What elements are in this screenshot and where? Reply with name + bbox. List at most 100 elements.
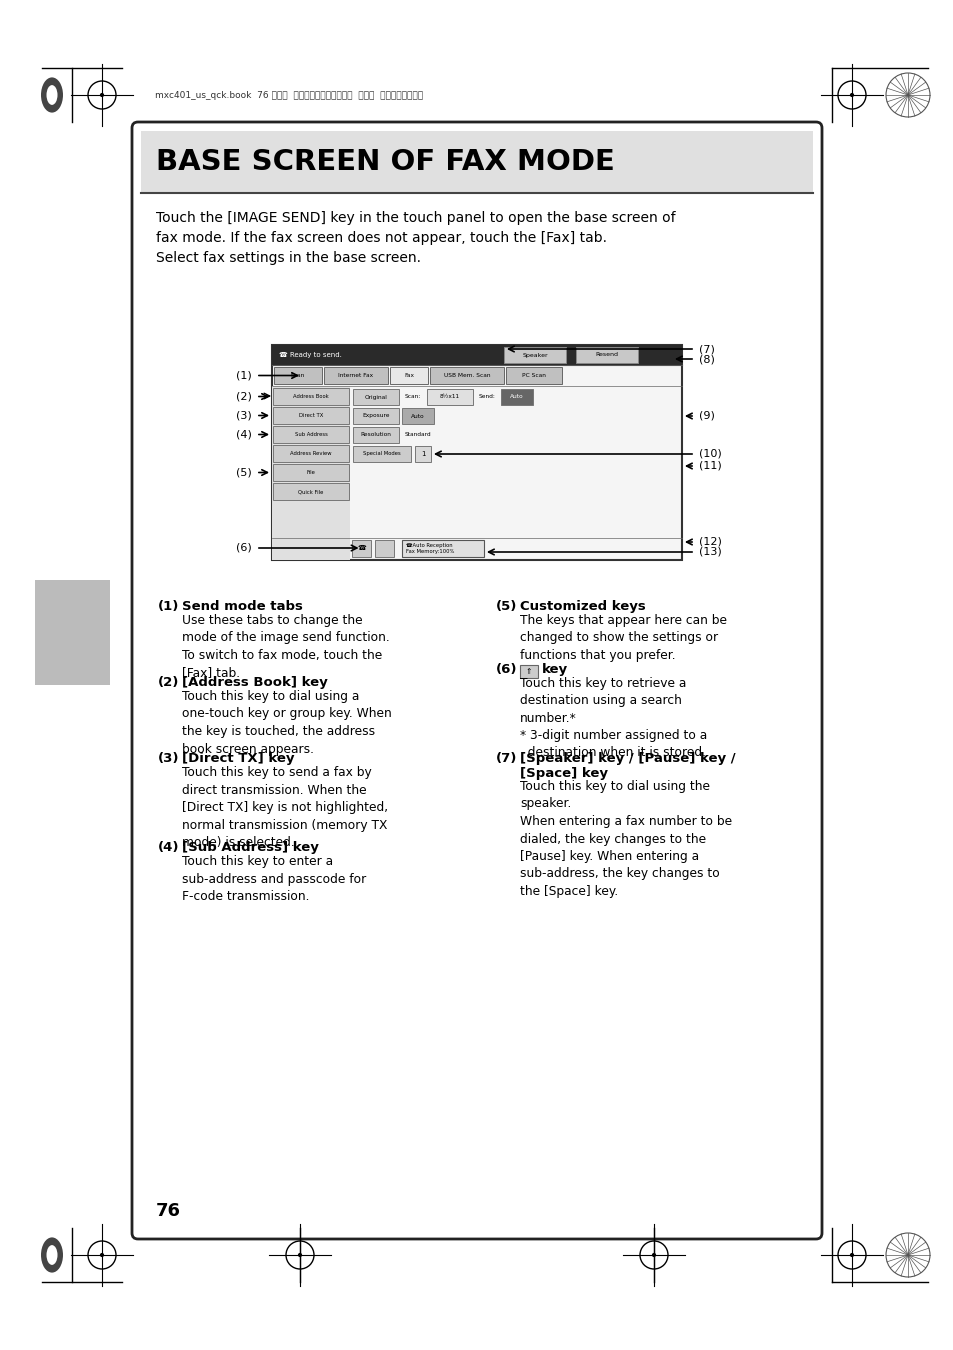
Text: Internet Fax: Internet Fax xyxy=(338,373,374,378)
Bar xyxy=(505,367,561,383)
Text: (10): (10) xyxy=(699,450,721,459)
Ellipse shape xyxy=(47,1245,57,1265)
Text: Fax Memory:100%: Fax Memory:100% xyxy=(406,549,454,555)
Text: [Direct TX] key: [Direct TX] key xyxy=(182,752,294,765)
Bar xyxy=(390,367,428,383)
Text: (6): (6) xyxy=(496,663,517,675)
Bar xyxy=(353,389,398,405)
Text: Touch this key to send a fax by
direct transmission. When the
[Direct TX] key is: Touch this key to send a fax by direct t… xyxy=(182,765,388,849)
Text: Touch this key to retrieve a
destination using a search
number.*
* 3-digit numbe: Touch this key to retrieve a destination… xyxy=(519,676,706,760)
Bar xyxy=(274,367,322,383)
Text: Direct TX: Direct TX xyxy=(298,413,323,418)
Text: Speaker: Speaker xyxy=(521,352,547,358)
Text: Fax: Fax xyxy=(403,373,414,378)
Text: (4): (4) xyxy=(236,429,252,440)
Text: Standard: Standard xyxy=(405,432,431,437)
FancyBboxPatch shape xyxy=(132,122,821,1239)
Bar xyxy=(272,346,681,560)
Bar xyxy=(35,580,110,684)
Text: [Sub Address] key: [Sub Address] key xyxy=(182,841,318,855)
Text: [Address Book] key: [Address Book] key xyxy=(182,676,328,688)
Text: (2): (2) xyxy=(236,392,252,401)
Text: (7): (7) xyxy=(496,752,517,765)
Text: Auto: Auto xyxy=(411,413,424,418)
Bar xyxy=(273,427,349,443)
Text: PC Scan: PC Scan xyxy=(521,373,545,378)
Text: Exposure: Exposure xyxy=(362,413,390,418)
Text: (9): (9) xyxy=(699,410,714,421)
Circle shape xyxy=(651,1253,656,1257)
Bar xyxy=(272,346,681,365)
Ellipse shape xyxy=(47,85,57,105)
Text: (8): (8) xyxy=(699,354,714,364)
Text: Touch this key to enter a
sub-address and passcode for
F-code transmission.: Touch this key to enter a sub-address an… xyxy=(182,856,366,903)
Text: (7): (7) xyxy=(699,344,714,354)
Text: Sub Address: Sub Address xyxy=(294,432,327,437)
Bar xyxy=(401,540,483,558)
Text: Resolution: Resolution xyxy=(360,432,391,437)
Text: (12): (12) xyxy=(699,537,721,547)
Bar xyxy=(273,387,349,405)
Bar xyxy=(273,483,349,499)
Text: (13): (13) xyxy=(699,547,721,558)
Bar xyxy=(401,408,434,424)
Bar xyxy=(576,347,638,363)
Text: (5): (5) xyxy=(496,599,517,613)
Text: (3): (3) xyxy=(158,752,179,765)
Text: (4): (4) xyxy=(158,841,179,855)
Text: (6): (6) xyxy=(236,543,252,554)
Text: Address Book: Address Book xyxy=(293,394,329,400)
Text: Resend: Resend xyxy=(595,352,618,358)
Bar xyxy=(519,664,537,678)
Bar xyxy=(353,446,411,462)
Text: Original: Original xyxy=(364,394,387,400)
Text: Touch this key to dial using a
one-touch key or group key. When
the key is touch: Touch this key to dial using a one-touch… xyxy=(182,690,392,756)
Text: mxc401_us_qck.book  76 ページ  ２００８年１０月１６日  木曜日  午前１０晏５１分: mxc401_us_qck.book 76 ページ ２００８年１０月１６日 木曜… xyxy=(154,90,423,100)
Text: 8½x11: 8½x11 xyxy=(439,394,459,400)
Text: Quick File: Quick File xyxy=(298,489,323,494)
Text: key: key xyxy=(541,663,568,675)
Text: Send mode tabs: Send mode tabs xyxy=(182,599,302,613)
Text: Touch this key to dial using the
speaker.
When entering a fax number to be
diale: Touch this key to dial using the speaker… xyxy=(519,780,731,898)
Text: USB Mem. Scan: USB Mem. Scan xyxy=(443,373,490,378)
Text: Use these tabs to change the
mode of the image send function.
To switch to fax m: Use these tabs to change the mode of the… xyxy=(182,614,390,679)
Bar xyxy=(272,386,350,560)
Text: (2): (2) xyxy=(158,676,179,688)
Text: The keys that appear here can be
changed to show the settings or
functions that : The keys that appear here can be changed… xyxy=(519,614,726,662)
Bar xyxy=(375,540,394,558)
Bar xyxy=(141,131,812,193)
Text: (1): (1) xyxy=(158,599,179,613)
Bar xyxy=(503,347,565,363)
Text: ☎Auto Reception: ☎Auto Reception xyxy=(406,543,452,548)
Text: ⇑: ⇑ xyxy=(525,667,532,675)
Text: (3): (3) xyxy=(236,410,252,420)
Bar xyxy=(273,406,349,424)
Text: 1: 1 xyxy=(420,451,425,458)
Text: Special Modes: Special Modes xyxy=(363,451,400,456)
Text: (11): (11) xyxy=(699,460,721,471)
Bar xyxy=(500,389,533,405)
Text: BASE SCREEN OF FAX MODE: BASE SCREEN OF FAX MODE xyxy=(156,148,615,176)
Bar xyxy=(324,367,388,383)
Text: Scan:: Scan: xyxy=(404,394,420,400)
Bar xyxy=(273,446,349,462)
Text: ☎: ☎ xyxy=(356,545,366,552)
Bar xyxy=(430,367,503,383)
Circle shape xyxy=(100,1253,104,1257)
Text: (5): (5) xyxy=(236,467,252,478)
Text: File: File xyxy=(306,470,315,475)
Ellipse shape xyxy=(41,77,63,112)
Text: Customized keys: Customized keys xyxy=(519,599,645,613)
Ellipse shape xyxy=(41,1238,63,1273)
Circle shape xyxy=(849,93,853,97)
Bar xyxy=(352,540,371,558)
Bar xyxy=(427,389,473,405)
Text: Touch the [IMAGE SEND] key in the touch panel to open the base screen of
fax mod: Touch the [IMAGE SEND] key in the touch … xyxy=(156,211,675,265)
Text: Address Review: Address Review xyxy=(290,451,332,456)
Circle shape xyxy=(100,93,104,97)
Bar xyxy=(415,446,431,462)
Text: ☎ Ready to send.: ☎ Ready to send. xyxy=(278,352,341,358)
Bar xyxy=(353,408,398,424)
Circle shape xyxy=(849,1253,853,1257)
Text: 76: 76 xyxy=(156,1202,181,1220)
